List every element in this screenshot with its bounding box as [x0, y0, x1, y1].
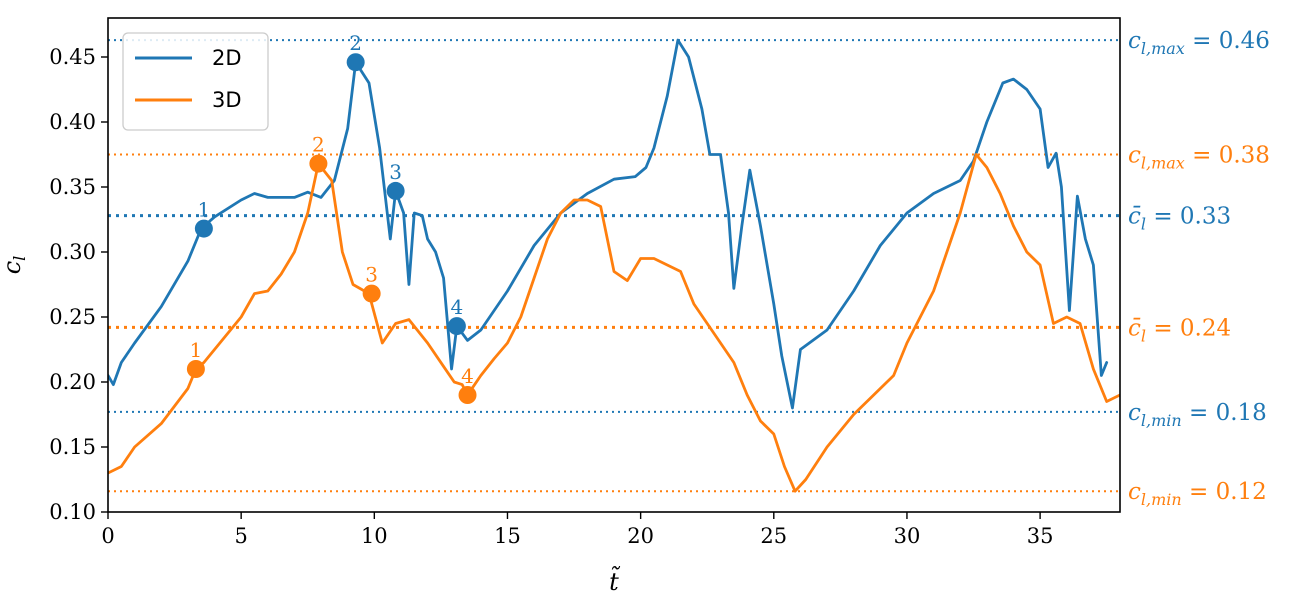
x-tick-label: 20	[627, 524, 654, 548]
x-tick-label: 30	[894, 524, 921, 548]
marker-label: 2	[349, 31, 362, 55]
y-axis-label: cl	[0, 256, 29, 275]
legend-frame	[122, 32, 269, 131]
legend-label-3d: 3D	[212, 88, 242, 112]
reference-lines	[108, 39, 1120, 493]
series-lines	[108, 38, 1120, 493]
plot-frame	[107, 17, 1121, 513]
marker-point	[362, 284, 381, 303]
reference-label: c̄l = 0.24	[1128, 315, 1231, 345]
marker-label: 1	[198, 198, 211, 222]
series-line-2d	[108, 38, 1109, 410]
y-tick-label: 0.10	[49, 500, 96, 524]
y-tick-label: 0.40	[49, 110, 96, 134]
reference-label: c̄l = 0.33	[1128, 204, 1231, 234]
x-axis-label: t̃	[609, 565, 621, 596]
y-tick-label: 0.15	[49, 435, 96, 459]
x-tick-label: 35	[1027, 524, 1054, 548]
marker-label: 1	[190, 338, 203, 362]
marker-point	[309, 154, 328, 173]
marker-point	[186, 360, 205, 378]
reference-label: cl,max = 0.38	[1128, 143, 1270, 173]
marker-point	[346, 53, 365, 72]
marker-point	[458, 386, 477, 404]
marker-point	[447, 317, 466, 336]
x-axis: 0 5 10 15 20 25 30 35	[101, 512, 1053, 548]
reference-labels: cl,max = 0.46 cl,max = 0.38 c̄l = 0.33 c̄l …	[1128, 28, 1270, 509]
x-tick-label: 15	[494, 524, 521, 548]
marker-label: 4	[461, 364, 474, 388]
marker-point	[386, 181, 405, 200]
legend-label-2d: 2D	[212, 46, 242, 70]
marker-label: 2	[312, 133, 325, 157]
reference-label: cl,max = 0.46	[1128, 28, 1270, 58]
y-tick-label: 0.20	[49, 370, 96, 394]
y-axis-label-main: c	[0, 261, 26, 274]
x-tick-label: 0	[101, 524, 114, 548]
x-tick-label: 5	[234, 524, 247, 548]
y-tick-label: 0.30	[49, 240, 96, 264]
y-axis: 0.10 0.15 0.20 0.25 0.30 0.35 0.40 0.45	[49, 45, 108, 524]
legend: 2D 3D	[122, 32, 269, 131]
marker-label: 3	[389, 160, 402, 184]
marker-point	[194, 219, 213, 238]
marker-label: 4	[451, 295, 464, 319]
series-line-3d	[108, 153, 1120, 493]
reference-label: cl,min = 0.18	[1128, 400, 1267, 430]
y-tick-label: 0.25	[49, 305, 96, 329]
y-tick-label: 0.45	[49, 45, 96, 69]
x-tick-label: 10	[361, 524, 388, 548]
event-markers: 1 2 3 4 1 2 3 4	[186, 31, 477, 404]
reference-label: cl,min = 0.12	[1128, 479, 1267, 509]
marker-label: 3	[365, 263, 378, 287]
x-tick-label: 25	[760, 524, 787, 548]
y-tick-label: 0.35	[49, 175, 96, 199]
y-axis-label-sub: l	[10, 256, 29, 261]
